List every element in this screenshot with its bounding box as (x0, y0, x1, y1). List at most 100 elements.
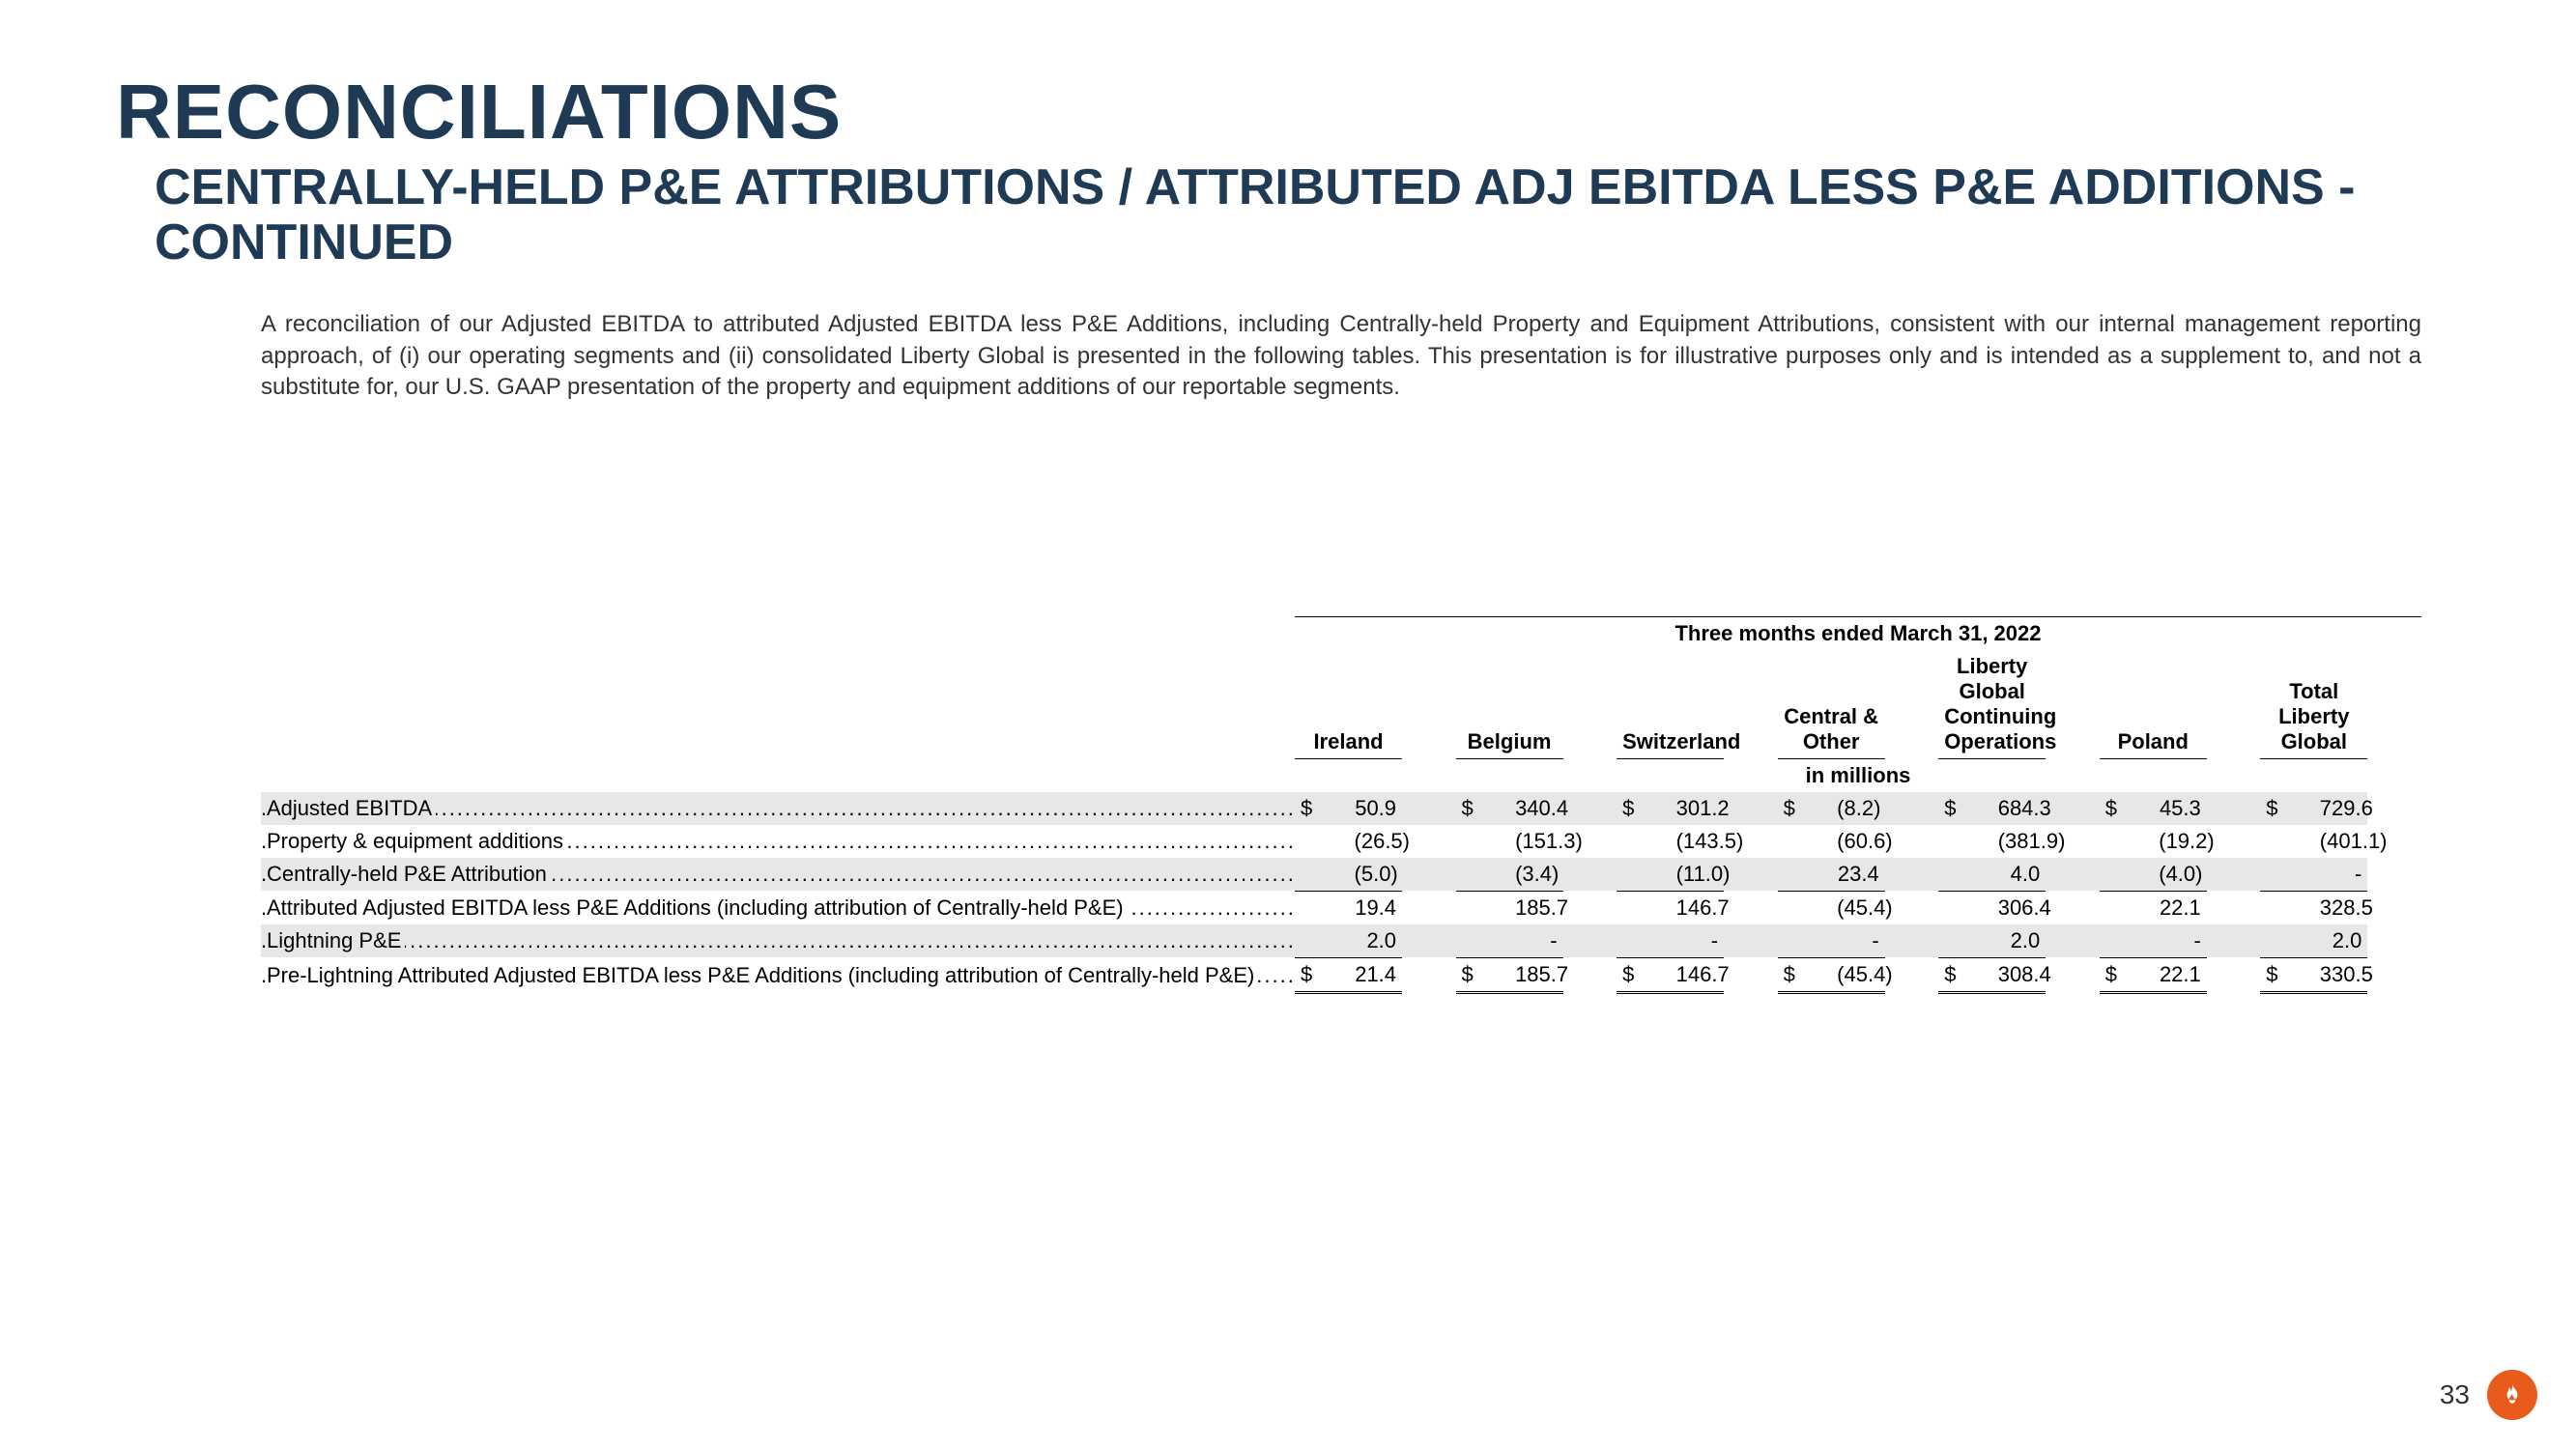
cell-value: (60.6) (1831, 825, 1885, 858)
reconciliation-table: Three months ended March 31, 2022 Irelan… (261, 616, 2421, 994)
row-label: Attributed Adjusted EBITDA less P&E Addi… (261, 891, 1295, 924)
row-label: Adjusted EBITDA (261, 792, 1295, 825)
cell-value: 2.0 (2314, 924, 2368, 958)
cell-value: (381.9) (1992, 825, 2046, 858)
col-total: Total Liberty Global (2260, 650, 2367, 759)
table-row: Lightning P&E 2.0 - - - 2.0 - 2.0 (261, 924, 2421, 958)
page-number: 33 (2440, 1379, 2470, 1410)
currency-symbol: $ (2100, 792, 2154, 825)
currency-symbol (1456, 858, 1510, 892)
intro-paragraph: A reconciliation of our Adjusted EBITDA … (261, 309, 2421, 403)
cell-value: 340.4 (1509, 792, 1563, 825)
currency-symbol (2260, 858, 2314, 892)
table-row: Adjusted EBITDA$50.9$340.4$301.2$(8.2)$6… (261, 792, 2421, 825)
currency-symbol (1617, 891, 1671, 924)
page-subtitle: CENTRALLY-HELD P&E ATTRIBUTIONS / ATTRIB… (155, 160, 2460, 270)
row-label: Pre-Lightning Attributed Adjusted EBITDA… (261, 957, 1295, 992)
cell-value: 185.7 (1509, 891, 1563, 924)
cell-value: 330.5 (2314, 957, 2368, 992)
cell-value: (5.0) (1349, 858, 1403, 892)
currency-symbol: $ (2260, 957, 2314, 992)
cell-value: (11.0) (1671, 858, 1725, 892)
cell-value: (143.5) (1671, 825, 1725, 858)
reconciliation-table-container: Three months ended March 31, 2022 Irelan… (261, 616, 2421, 994)
col-central: Central & Other (1778, 650, 1885, 759)
unit-row: in millions (261, 758, 2421, 792)
currency-symbol (1456, 825, 1510, 858)
cell-value: 22.1 (2153, 891, 2207, 924)
currency-symbol: $ (1938, 792, 1992, 825)
table-row: Pre-Lightning Attributed Adjusted EBITDA… (261, 957, 2421, 992)
col-ireland: Ireland (1295, 650, 1402, 759)
cell-value: - (1509, 924, 1563, 958)
currency-symbol (1778, 891, 1832, 924)
currency-symbol (2260, 891, 2314, 924)
currency-symbol (1778, 858, 1832, 892)
currency-symbol (1295, 858, 1349, 892)
cell-value: 146.7 (1671, 957, 1725, 992)
page-title: RECONCILIATIONS (116, 68, 2460, 156)
cell-value: (45.4) (1831, 891, 1885, 924)
row-label: Property & equipment additions (261, 825, 1295, 858)
currency-symbol: $ (2260, 792, 2314, 825)
currency-symbol: $ (1778, 957, 1832, 992)
cell-value: (8.2) (1831, 792, 1885, 825)
cell-value: 729.6 (2314, 792, 2368, 825)
currency-symbol: $ (1617, 957, 1671, 992)
slide-page: RECONCILIATIONS CENTRALLY-HELD P&E ATTRI… (0, 0, 2576, 1449)
cell-value: (3.4) (1509, 858, 1563, 892)
column-header-row: Ireland Belgium Switzerland Central & Ot… (261, 650, 2421, 759)
currency-symbol: $ (1938, 957, 1992, 992)
col-belgium: Belgium (1456, 650, 1563, 759)
currency-symbol (1295, 825, 1349, 858)
cell-value: 308.4 (1992, 957, 2046, 992)
cell-value: - (2153, 924, 2207, 958)
currency-symbol (2260, 924, 2314, 958)
currency-symbol (1295, 891, 1349, 924)
header-spacer (261, 616, 1295, 650)
cell-value: 21.4 (1349, 957, 1403, 992)
cell-value: 301.2 (1671, 792, 1725, 825)
cell-value: (45.4) (1831, 957, 1885, 992)
currency-symbol (2260, 825, 2314, 858)
currency-symbol (1938, 825, 1992, 858)
table-body: Adjusted EBITDA$50.9$340.4$301.2$(8.2)$6… (261, 792, 2421, 993)
currency-symbol: $ (1778, 792, 1832, 825)
currency-symbol (2100, 858, 2154, 892)
cell-value: 19.4 (1349, 891, 1403, 924)
currency-symbol: $ (1295, 792, 1349, 825)
currency-symbol: $ (1456, 957, 1510, 992)
cell-value: 23.4 (1831, 858, 1885, 892)
currency-symbol (1938, 924, 1992, 958)
currency-symbol: $ (1295, 957, 1349, 992)
table-row: Centrally-held P&E Attribution (5.0) (3.4)… (261, 858, 2421, 892)
currency-symbol (1778, 924, 1832, 958)
cell-value: - (1671, 924, 1725, 958)
cell-value: - (1831, 924, 1885, 958)
currency-symbol: $ (1617, 792, 1671, 825)
cell-value: 684.3 (1992, 792, 2046, 825)
currency-symbol (1938, 858, 1992, 892)
cell-value: 2.0 (1349, 924, 1403, 958)
table-row: Property & equipment additions (26.5) (151… (261, 825, 2421, 858)
currency-symbol (2100, 891, 2154, 924)
currency-symbol (1938, 891, 1992, 924)
col-poland: Poland (2100, 650, 2207, 759)
currency-symbol (1295, 924, 1349, 958)
currency-symbol (1778, 825, 1832, 858)
currency-symbol (2100, 924, 2154, 958)
cell-value: 328.5 (2314, 891, 2368, 924)
row-label: Lightning P&E (261, 924, 1295, 958)
cell-value: 2.0 (1992, 924, 2046, 958)
cell-value: (4.0) (2153, 858, 2207, 892)
currency-symbol (1617, 924, 1671, 958)
currency-symbol: $ (1456, 792, 1510, 825)
cell-value: (151.3) (1509, 825, 1563, 858)
cell-value: (19.2) (2153, 825, 2207, 858)
cell-value: (26.5) (1349, 825, 1403, 858)
unit-label: in millions (1295, 758, 2421, 792)
table-row: Attributed Adjusted EBITDA less P&E Addi… (261, 891, 2421, 924)
row-label: Centrally-held P&E Attribution (261, 858, 1295, 892)
currency-symbol: $ (2100, 957, 2154, 992)
period-header: Three months ended March 31, 2022 (1295, 616, 2421, 650)
